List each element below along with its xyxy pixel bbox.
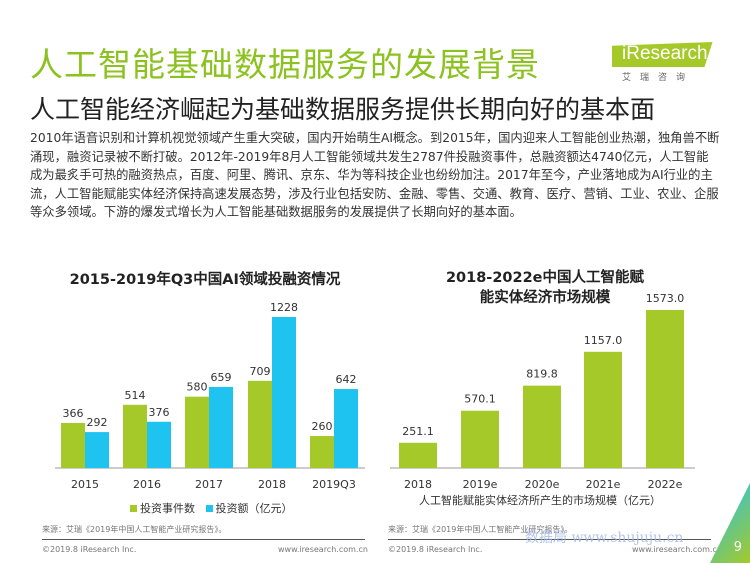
url-left: www.iresearch.com.cn [278,545,368,554]
chart1-data-label: 659 [211,371,232,384]
chart1-legend: 投资事件数 投资额（亿元） [130,500,293,516]
chart1-data-label: 292 [87,416,108,429]
chart1-data-label: 260 [312,420,333,433]
chart1-data-label: 514 [125,389,146,402]
divider-right [388,539,711,540]
chart2-data-label: 570.1 [464,393,496,406]
chart1-data-label: 376 [149,406,170,419]
copyright-right: ©2019.8 iResearch Inc. [388,545,483,554]
body-text: 2010年语音识别和计算机视觉领域产生重大突破，国内开始萌生AI概念。到2015… [30,131,720,220]
legend-label-events: 投资事件数 [140,502,195,515]
chart1-bar-amount [209,386,233,468]
watermark: 数据局 www.shujuju.cn [525,530,684,546]
source-right: 来源：艾瑞《2019年中国人工智能产业研究报告》。 [388,525,573,534]
chart1-bar-events [310,436,334,468]
page-subtitle: 人工智能经济崛起为基础数据服务提供长期向好的基本面 [30,95,656,124]
chart1-bar-amount [272,317,296,468]
page-title: 人工智能基础数据服务的发展背景 [30,45,540,84]
chart2-bar [523,385,561,468]
copyright-left: ©2019.8 iResearch Inc. [42,545,137,554]
chart1-bar-amount [85,432,109,468]
chart2-data-label: 1573.0 [646,292,685,305]
divider-left [42,539,365,540]
chart1-bar-events [185,396,209,468]
chart2-tick-label: 2021e [586,478,621,491]
chart1-bar-amount [147,421,171,468]
chart2-bar [584,351,622,468]
chart1-bar-events [61,422,85,468]
chart2-tick-label: 2020e [525,478,560,491]
page-number: 9 [733,540,742,555]
chart2-tick-label: 2018 [404,478,432,491]
chart2-data-label: 1157.0 [584,334,623,347]
chart1-data-label: 580 [187,381,208,394]
chart1-tick-label: 2015 [71,478,99,491]
chart1-tick-label: 2019Q3 [312,478,356,491]
chart1-data-label: 1228 [270,301,298,314]
chart1-title: 2015-2019年Q3中国AI领域投融资情况 [69,272,341,288]
chart1-bar-events [248,380,272,468]
chart2-data-label: 251.1 [402,425,434,438]
chart1-bar-amount [334,389,358,468]
chart2-xlabel: 人工智能赋能实体经济所产生的市场规模（亿元） [419,494,661,507]
chart1-tick-label: 2018 [258,478,286,491]
chart1-bar-events [123,404,147,468]
chart1-tick-label: 2017 [195,478,223,491]
chart2-title: 2018-2022e中国人工智能赋能实体经济市场规模 [445,270,645,306]
chart2-data-label: 819.8 [526,368,558,381]
legend-swatch-green [130,505,137,512]
chart2-bar [646,310,684,468]
iresearch-logo: iResearch 艾瑞咨询 [612,42,713,83]
chart2-bar [399,442,437,468]
chart2-bar [461,410,499,468]
chart1-data-label: 366 [63,407,84,420]
chart1-data-label: 642 [336,373,357,386]
chart1-data-label: 709 [250,365,271,378]
legend-label-amount: 投资额（亿元） [215,502,293,515]
logo-cn: 艾瑞咨询 [622,73,695,83]
source-left: 来源：艾瑞《2019年中国人工智能产业研究报告》。 [42,525,227,534]
logo-text: iResearch [612,42,713,67]
chart1-tick-label: 2016 [133,478,161,491]
chart2-tick-label: 2019e [463,478,498,491]
chart2-tick-label: 2022e [648,478,683,491]
url-right: www.iresearch.com.cn [632,545,722,554]
legend-swatch-blue [205,505,213,512]
